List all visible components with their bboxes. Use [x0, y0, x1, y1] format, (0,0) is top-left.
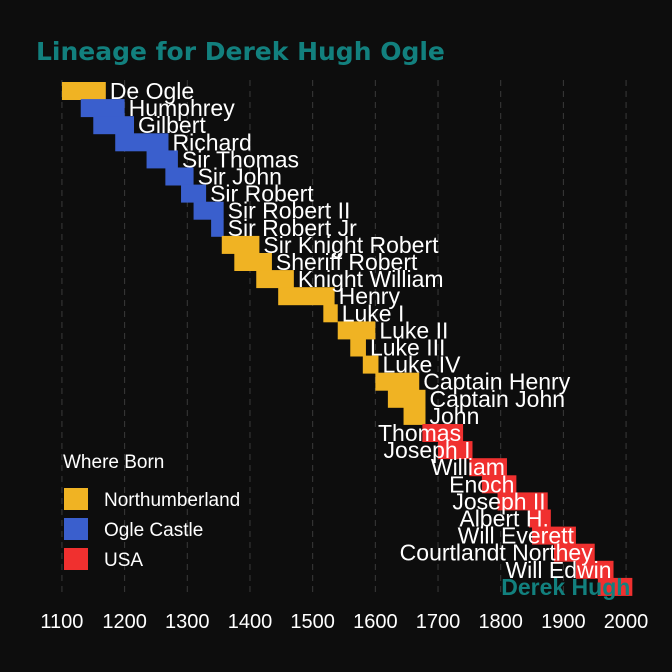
bar-sir-knight-robert — [221, 235, 260, 254]
bar-label-richard: Richard — [172, 129, 251, 155]
bar-luke-i — [323, 304, 338, 323]
bar-will-edwin — [575, 560, 614, 579]
bar-richard — [115, 133, 169, 152]
bar-label-sir-knight-robert: Sir Knight Robert — [263, 232, 439, 258]
bar-label-henry: Henry — [339, 283, 401, 309]
legend-label-ogle-castle: Ogle Castle — [104, 520, 203, 541]
bar-sir-robert-ii — [193, 201, 224, 220]
bar-luke-iv — [362, 355, 379, 374]
bar-label-captain-henry: Captain Henry — [423, 369, 571, 395]
tick-label-1900: 1900 — [541, 611, 586, 633]
bar-label-derek-hugh: Derek Hugh — [501, 574, 630, 600]
bar-label-luke-iv: Luke IV — [382, 352, 461, 378]
bar-derek-hugh — [597, 577, 633, 596]
legend-swatch-usa — [64, 548, 88, 570]
legend-label-usa: USA — [104, 550, 143, 571]
tick-label-1600: 1600 — [353, 611, 398, 633]
bar-knight-william — [256, 270, 294, 289]
bar-sheriff-robert — [234, 253, 272, 271]
bar-henry — [278, 287, 335, 306]
bar-label-knight-william: Knight William — [298, 266, 444, 292]
bar-sir-thomas — [146, 150, 178, 169]
bar-label-sheriff-robert: Sheriff Robert — [276, 249, 418, 275]
bar-label-courtlandt-northey: Courtlandt Northey — [400, 540, 594, 566]
bar-luke-ii — [337, 321, 376, 340]
bar-label-luke-i: Luke I — [342, 300, 405, 326]
bar-thomas — [422, 424, 464, 442]
bar-label-joseph-ii: Joseph II — [452, 488, 545, 514]
x-axis-ticks: 1100 1200 1300 1400 1500 1600 1700 1800 1900 2000 — [40, 611, 648, 633]
legend-swatch-northumberland — [64, 488, 88, 510]
bar-label-captain-john: Captain John — [429, 386, 565, 412]
bar-label-albert-h-: Albert H. — [459, 506, 548, 532]
bar-label-thomas: Thomas — [378, 420, 461, 446]
tick-label-1300: 1300 — [165, 611, 210, 633]
legend-label-northumberland: Northumberland — [104, 490, 240, 511]
tick-label-1200: 1200 — [102, 611, 147, 633]
bar-label-sir-robert-ii: Sir Robert II — [228, 198, 351, 224]
bar-joseph-ii — [497, 492, 548, 511]
tick-label-1500: 1500 — [290, 611, 335, 633]
bar-luke-iii — [350, 338, 366, 357]
bar-enoch — [481, 475, 517, 494]
bar-humphrey — [80, 99, 125, 118]
bar-label-will-everett: Will Everett — [458, 523, 575, 549]
tick-label-1100: 1100 — [40, 611, 83, 633]
bar-label-sir-robert: Sir Robert — [210, 181, 314, 207]
bar-will-everett — [532, 526, 576, 545]
bar-captain-henry — [375, 372, 420, 391]
legend: Where Born Northumberland Ogle Castle USA — [63, 452, 240, 571]
bar-label-will-edwin: Will Edwin — [505, 557, 611, 583]
bar-label-luke-iii: Luke III — [370, 335, 445, 361]
bar-sir-john — [165, 167, 194, 186]
bar-courtlandt-northey — [553, 543, 595, 562]
bar-label-sir-thomas: Sir Thomas — [182, 146, 299, 172]
legend-title: Where Born — [63, 452, 164, 473]
bar-label-joseph-i: Joseph I — [384, 437, 471, 463]
bar-label-humphrey: Humphrey — [129, 95, 236, 121]
bar-sir-robert — [181, 184, 207, 203]
bar-de-ogle — [61, 82, 106, 100]
chart-title: Lineage for Derek Hugh Ogle — [36, 37, 445, 66]
tick-label-2000: 2000 — [604, 611, 649, 633]
bar-gilbert — [93, 116, 135, 135]
bar-joseph-i — [438, 441, 473, 460]
bar-layer — [61, 82, 633, 596]
tick-label-1700: 1700 — [416, 611, 461, 633]
bar-label-sir-robert-jr: Sir Robert Jr — [228, 215, 357, 241]
bar-label-john: John — [429, 403, 479, 429]
bar-sir-robert-jr — [211, 218, 224, 237]
bar-john — [403, 406, 426, 425]
legend-swatch-ogle-castle — [64, 518, 88, 540]
bar-label-gilbert: Gilbert — [138, 112, 206, 138]
tick-label-1800: 1800 — [478, 611, 523, 633]
bar-label-sir-john: Sir John — [198, 164, 282, 190]
bar-label-luke-ii: Luke II — [379, 317, 448, 343]
bar-albert-h- — [528, 509, 551, 528]
bar-william — [469, 458, 507, 477]
bar-label-william: William — [431, 454, 505, 480]
bar-captain-john — [387, 389, 426, 408]
bar-label-enoch: Enoch — [449, 471, 514, 497]
tick-label-1400: 1400 — [228, 611, 273, 633]
bar-label-de-ogle: De Ogle — [110, 78, 194, 104]
